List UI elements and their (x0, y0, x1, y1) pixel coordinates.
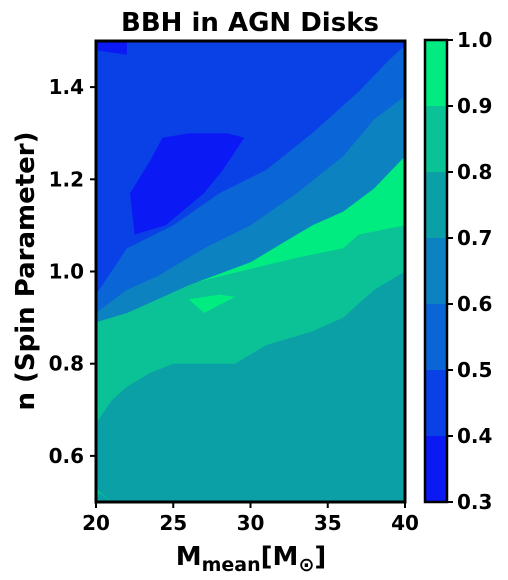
x-tick-label: 30 (237, 511, 265, 535)
colorbar-band-1 (425, 370, 447, 436)
contour-region-9 (96, 41, 127, 55)
x-tick-label: 40 (391, 511, 419, 535)
x-axis: 20 25 30 35 40 (82, 502, 419, 535)
colorbar-band-0 (425, 436, 447, 502)
x-label-sun-subscript: ⊙ (298, 554, 314, 576)
x-label-bracket: [M (261, 542, 299, 572)
x-tick-label: 20 (82, 511, 110, 535)
y-tick-label: 1.0 (49, 260, 84, 284)
x-tick-label: 25 (159, 511, 187, 535)
y-tick-label: 1.2 (49, 167, 84, 191)
colorbar-band-2 (425, 304, 447, 370)
colorbar-band-3 (425, 238, 447, 304)
colorbar-tick-label: 0.9 (457, 94, 492, 118)
x-label-main: M (176, 542, 202, 572)
x-axis-label: Mmean[M⊙] (176, 542, 327, 576)
colorbar-ticks: 0.3 0.4 0.5 0.6 0.7 0.8 0.9 1.0 (447, 28, 492, 514)
colorbar-band-6 (425, 40, 447, 106)
colorbar-band-4 (425, 172, 447, 238)
y-tick-label: 1.4 (49, 75, 84, 99)
colorbar-frame (423, 38, 449, 504)
colorbar-tick-label: 1.0 (457, 28, 492, 52)
y-tick-label: 0.6 (49, 444, 84, 468)
y-tick-label: 0.8 (49, 352, 84, 376)
colorbar-tick-label: 0.8 (457, 160, 492, 184)
y-axis-label: n (Spin Parameter) (11, 131, 41, 410)
contour-region-3 (188, 294, 236, 313)
contour-region-2 (96, 492, 112, 502)
contour-region-7 (96, 41, 405, 295)
x-tick-label: 35 (314, 511, 342, 535)
y-axis: 0.6 0.8 1.0 1.2 1.4 (49, 75, 96, 468)
colorbar-tick-label: 0.7 (457, 226, 492, 250)
colorbar-band-5 (425, 106, 447, 172)
plot-area (96, 41, 405, 502)
contour-region-8 (130, 133, 245, 235)
colorbar-tick-label: 0.3 (457, 490, 492, 514)
colorbar-tick-label: 0.6 (457, 292, 492, 316)
colorbar (423, 38, 449, 504)
colorbar-tick-label: 0.4 (457, 424, 492, 448)
colorbar-tick-label: 0.5 (457, 358, 492, 382)
x-label-subscript: mean (202, 554, 261, 576)
chart-title: BBH in AGN Disks (121, 8, 379, 38)
x-label-close: ] (314, 542, 326, 572)
